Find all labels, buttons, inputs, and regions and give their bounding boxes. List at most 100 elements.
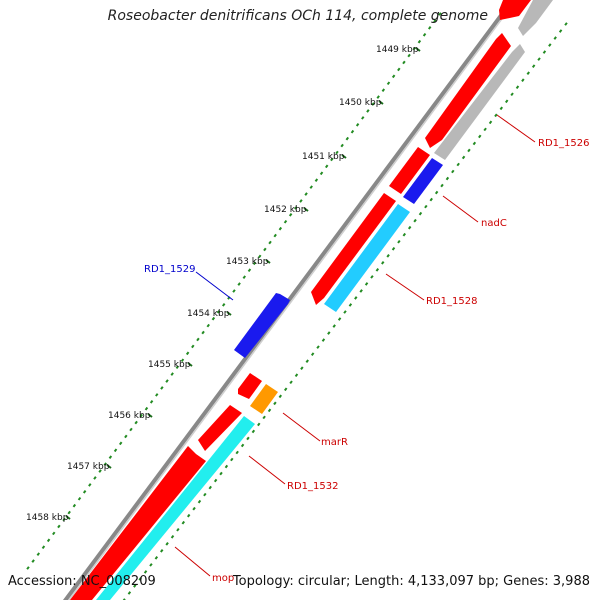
gc-dot bbox=[82, 490, 87, 494]
gc-dot bbox=[257, 422, 261, 427]
gc-dot bbox=[57, 524, 61, 529]
gc-dot bbox=[424, 204, 428, 209]
gc-dot bbox=[160, 549, 164, 553]
gc-dot bbox=[273, 401, 277, 406]
gc-dot bbox=[553, 36, 557, 40]
gc-dot bbox=[113, 448, 118, 453]
gc-dot bbox=[526, 71, 530, 75]
gc-dot bbox=[340, 143, 344, 148]
gc-dot bbox=[381, 88, 386, 92]
gc-dot bbox=[221, 303, 226, 307]
gc-dot bbox=[494, 113, 498, 118]
gc-dot bbox=[26, 566, 30, 570]
gc-dot bbox=[413, 218, 417, 223]
gc-dot bbox=[407, 53, 411, 58]
gene-feature-top-red-2[interactable] bbox=[425, 33, 511, 148]
gc-dot bbox=[335, 150, 339, 155]
kbp-label-1454: 1454 kbp bbox=[187, 309, 230, 319]
gc-dot bbox=[165, 542, 169, 546]
gene-feature-red-394[interactable] bbox=[389, 147, 430, 194]
gc-dot bbox=[52, 531, 56, 536]
gene-feature-top-gray-2[interactable] bbox=[434, 44, 525, 160]
gc-dot bbox=[451, 169, 455, 174]
gc-dot bbox=[418, 211, 423, 216]
gc-dot bbox=[124, 434, 128, 439]
gc-dot bbox=[283, 219, 288, 224]
gc-dot bbox=[31, 559, 35, 563]
gene-label-rd1-1529[interactable]: RD1_1529 bbox=[144, 264, 195, 275]
gc-dot bbox=[558, 29, 563, 33]
gc-dot bbox=[461, 155, 466, 160]
gc-dot bbox=[440, 183, 444, 188]
gc-dot bbox=[478, 134, 482, 139]
gc-dot bbox=[299, 199, 303, 203]
gc-dot bbox=[268, 240, 272, 245]
gene-feature-red-pair[interactable] bbox=[238, 373, 262, 399]
gc-dot bbox=[391, 246, 396, 251]
gc-dot bbox=[235, 450, 239, 455]
gc-dot bbox=[108, 455, 113, 459]
gc-dot bbox=[192, 506, 196, 511]
kbp-label-1457: 1457 kbp bbox=[67, 462, 110, 472]
gene-label-rd1-1528[interactable]: RD1_1528 bbox=[426, 296, 477, 307]
gene-label-marr[interactable]: marR bbox=[321, 437, 348, 448]
gc-dot bbox=[375, 268, 380, 272]
gc-dot bbox=[345, 136, 350, 141]
gc-dot bbox=[354, 296, 358, 300]
gc-dot bbox=[355, 123, 360, 127]
gc-dot bbox=[160, 386, 164, 390]
gc-dot bbox=[361, 116, 365, 120]
gc-dot bbox=[483, 127, 487, 132]
gene-feature-rd1-1529[interactable] bbox=[234, 293, 290, 358]
kbp-tick bbox=[147, 413, 153, 418]
gc-dot bbox=[427, 26, 432, 30]
gc-dot bbox=[278, 226, 283, 231]
gc-dot bbox=[133, 584, 137, 588]
gc-dot bbox=[433, 19, 437, 23]
gc-dot bbox=[284, 387, 288, 392]
gc-dot bbox=[386, 254, 390, 258]
gc-dot bbox=[149, 400, 154, 404]
gc-dot bbox=[310, 352, 315, 356]
gene-feature-rd1-1532[interactable] bbox=[96, 416, 255, 600]
gc-dot bbox=[304, 192, 308, 196]
gc-dot bbox=[402, 232, 406, 237]
gene-labels: RD1_1526 nadC RD1_1528 RD1_1529 marR RD1… bbox=[144, 138, 589, 584]
gc-dot bbox=[263, 247, 267, 252]
gc-dot bbox=[370, 275, 374, 279]
gc-content-track-inner bbox=[122, 22, 568, 600]
gc-dot bbox=[305, 359, 309, 363]
accession-text: Accession: NC_008209 bbox=[8, 574, 156, 589]
gc-dot bbox=[330, 157, 334, 162]
gene-feature-top-red-1[interactable] bbox=[499, 0, 531, 20]
gc-dot bbox=[273, 233, 277, 238]
gene-feature-red-bottom[interactable] bbox=[70, 446, 206, 600]
kbp-tick bbox=[415, 47, 421, 52]
gc-dot bbox=[251, 429, 256, 434]
gc-dot bbox=[359, 289, 363, 293]
gc-dot bbox=[515, 85, 520, 90]
label-leader-lines bbox=[174, 114, 536, 577]
gc-dot bbox=[138, 577, 142, 581]
gc-dot bbox=[288, 213, 293, 217]
gc-dot bbox=[366, 109, 370, 113]
kbp-tick bbox=[303, 207, 309, 212]
gc-dot bbox=[219, 471, 223, 476]
gene-label-nadc[interactable]: nadC bbox=[481, 218, 507, 229]
gene-feature-red-long[interactable] bbox=[311, 193, 396, 305]
gene-label-mop[interactable]: mop bbox=[212, 573, 234, 584]
gc-dot bbox=[467, 148, 471, 153]
gene-feature-marr[interactable] bbox=[250, 384, 278, 414]
gene-label-rd1-1526[interactable]: RD1_1526 bbox=[538, 138, 589, 149]
genome-title: Roseobacter denitrificans OCh 114, compl… bbox=[107, 8, 488, 24]
gene-feature-top-gray-1[interactable] bbox=[518, 0, 553, 36]
gc-dot bbox=[144, 406, 149, 411]
gene-label-rd1-1532[interactable]: RD1_1532 bbox=[287, 481, 338, 492]
kbp-tick bbox=[341, 154, 347, 159]
gene-feature-rd1-1528[interactable] bbox=[324, 204, 410, 312]
gc-dot bbox=[103, 462, 107, 466]
gc-dot bbox=[445, 176, 450, 181]
gene-feature-red-left[interactable] bbox=[198, 405, 242, 451]
gene-feature-nadc[interactable] bbox=[403, 158, 443, 204]
gene-features bbox=[70, 0, 553, 600]
